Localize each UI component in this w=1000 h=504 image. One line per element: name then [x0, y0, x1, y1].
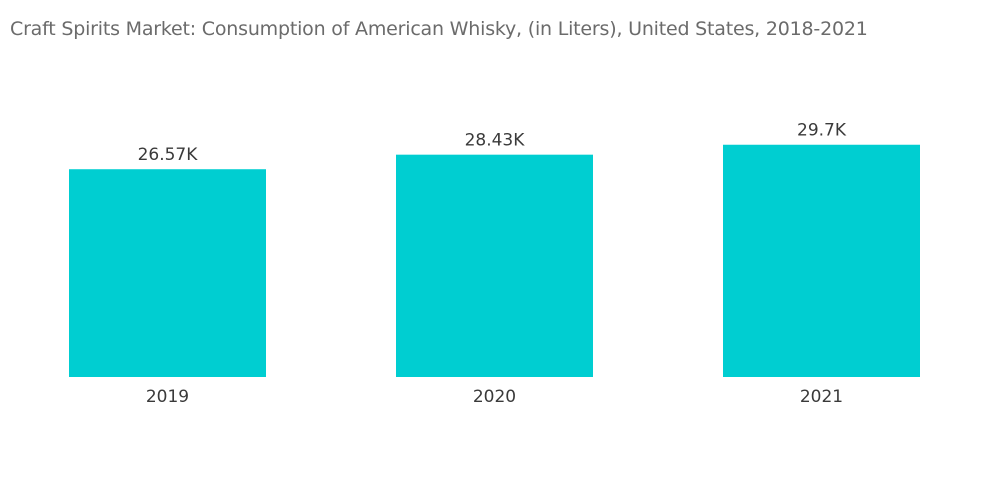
chart-title: Craft Spirits Market: Consumption of Ame… — [10, 18, 868, 40]
x-tick-label-2021: 2021 — [800, 387, 843, 407]
x-axis-tick-labels: 2019 2020 2021 — [146, 387, 843, 407]
x-tick-label-2019: 2019 — [146, 387, 189, 407]
x-tick-label-2020: 2020 — [473, 387, 516, 407]
data-label-2020: 28.43K — [465, 131, 526, 151]
value-labels-layer: 26.57K 28.43K 29.7K — [138, 121, 847, 165]
data-label-2019: 26.57K — [138, 145, 199, 165]
bar-2021 — [723, 144, 920, 377]
bar-2020 — [396, 154, 593, 377]
bar-2019 — [69, 169, 266, 377]
data-label-2021: 29.7K — [797, 121, 847, 141]
bars-layer — [69, 144, 920, 377]
